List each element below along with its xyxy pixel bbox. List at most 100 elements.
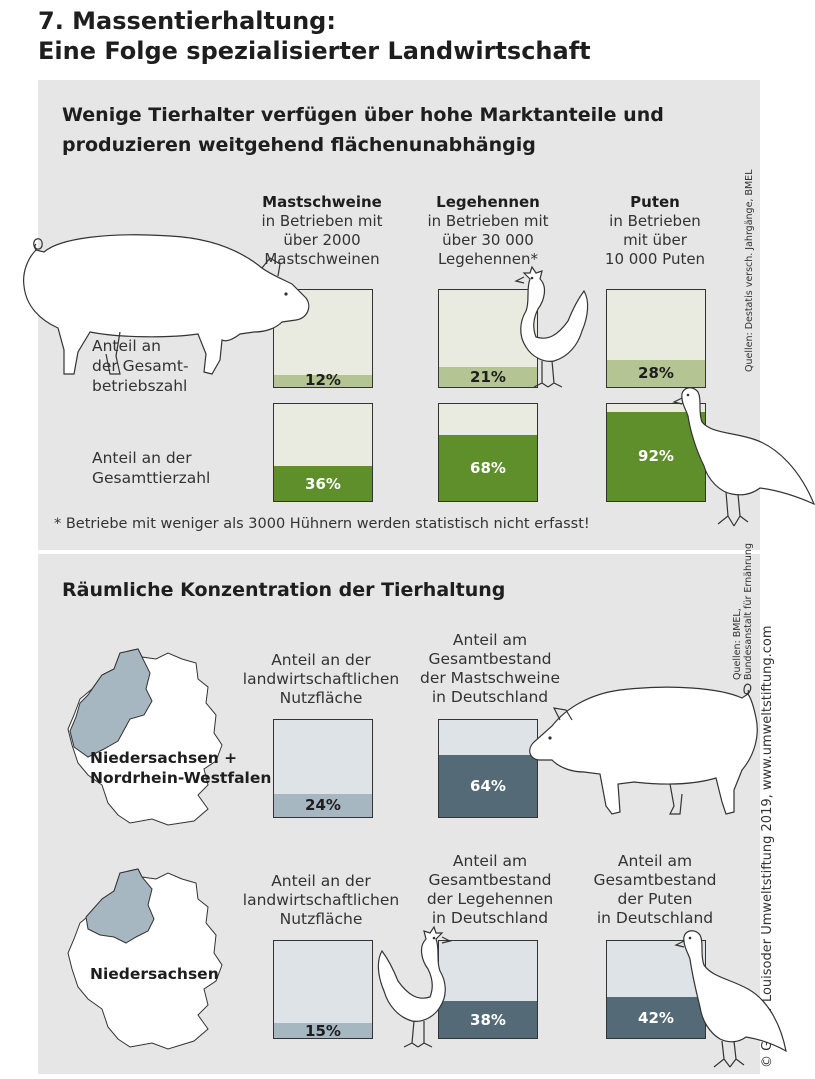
market-share-heading-line2: produzieren weitgehend flächenunabhängig xyxy=(62,134,536,156)
bar-label-legehennen-tiere: 68% xyxy=(470,459,506,478)
column-desc-line: in Betrieben mit xyxy=(261,212,383,230)
bar-fill-nutzflaeche-ni-nrw xyxy=(274,793,372,817)
regional-heading: Räumliche Konzentration der Tierhaltung xyxy=(62,579,506,601)
bar-box-nutzflaeche-ni-nrw: 24% xyxy=(273,719,373,818)
bar-fill-mastschweine-betriebe xyxy=(274,375,372,387)
bar-label-mastschweine-ni-nrw: 64% xyxy=(470,776,506,795)
header-line: in Deutschland xyxy=(596,909,714,927)
source-line: Quellen: BMEL, xyxy=(732,608,743,680)
header-line: Anteil an der xyxy=(271,872,371,890)
bar-fill-legehennen-betriebe xyxy=(439,366,537,387)
column-desc-line: in Betrieben xyxy=(609,212,701,230)
row-label-line: Anteil an xyxy=(92,337,161,355)
column-header-mastschweine: Mastschweine in Betrieben mit über 2000 … xyxy=(248,193,396,269)
header-line: Anteil am xyxy=(452,852,528,870)
header-line: Nutzfläche xyxy=(279,689,363,707)
header-line: Anteil am xyxy=(617,852,693,870)
bar-box-legehennen-betriebe: 21% xyxy=(438,289,538,388)
bar-box-legehennen-tiere: 68% xyxy=(438,403,538,502)
column-desc-line: über 2000 xyxy=(283,231,361,249)
row-label-betriebszahl: Anteil an der Gesamt- betriebszahl xyxy=(92,336,189,396)
header-line: landwirtschaftlichen xyxy=(242,891,400,909)
header-line: Anteil am xyxy=(452,631,528,649)
header-line: Nutzfläche xyxy=(279,910,363,928)
hen-illustration-top xyxy=(514,265,589,388)
header-line: der Legehennen xyxy=(426,890,554,908)
column-desc-line: Legehennen* xyxy=(437,250,539,268)
bar-fill-mastschweine-tiere xyxy=(274,466,372,501)
source-line: Bundesanstalt für Ernährung xyxy=(743,543,754,680)
bar-label-nutzflaeche-ni-nrw: 24% xyxy=(305,796,341,815)
bar-label-mastschweine-betriebe: 12% xyxy=(305,371,341,388)
bar-box-mastschweine-tiere: 36% xyxy=(273,403,373,502)
source-note-bottom: Quellen: BMEL, Bundesanstalt für Ernähru… xyxy=(732,543,754,680)
bar-fill-legehennen-tiere xyxy=(439,435,537,501)
column-title-mastschweine: Mastschweine xyxy=(262,193,382,211)
column-desc-line: in Betrieben mit xyxy=(427,212,549,230)
bar-fill-nutzflaeche-ni xyxy=(274,1023,372,1038)
hen-illustration-bottom xyxy=(377,925,452,1048)
header-line: Anteil an der xyxy=(271,651,371,669)
header-line: in Deutschland xyxy=(431,688,549,706)
row-label-line: Gesamttierzahl xyxy=(92,469,211,487)
bar-fill-mastschweine-ni-nrw xyxy=(439,754,537,817)
bar-label-legehennen-ni: 38% xyxy=(470,1010,506,1029)
column-title-legehennen: Legehennen xyxy=(436,193,540,211)
row-label-line: betriebszahl xyxy=(92,377,188,395)
header-line: der Puten xyxy=(617,890,693,908)
source-note-top: Quellen: Destatis versch. Jahrgänge, BME… xyxy=(744,169,755,372)
bar-box-legehennen-ni: 38% xyxy=(438,940,538,1039)
header-nutzflaeche-1: Anteil an der landwirtschaftlichen Nutzf… xyxy=(236,651,406,708)
turkey-illustration-top xyxy=(672,387,815,527)
bar-box-puten-tiere: 92% xyxy=(606,403,706,502)
row-label-line: Anteil an der xyxy=(92,449,192,467)
bar-label-legehennen-betriebe: 21% xyxy=(470,367,506,386)
header-legehennen-bestand: Anteil am Gesamtbestand der Legehennen i… xyxy=(410,852,570,928)
bar-fill-puten-tiere xyxy=(607,411,705,501)
bar-label-mastschweine-tiere: 36% xyxy=(305,474,341,493)
header-line: Gesamtbestand xyxy=(428,650,552,668)
map-label-ni: Niedersachsen xyxy=(90,965,219,983)
page-title-line1: 7. Massentierhaltung: xyxy=(38,7,336,35)
bar-fill-legehennen-ni xyxy=(439,1001,537,1038)
bar-fill-puten-ni xyxy=(607,997,705,1038)
bar-label-nutzflaeche-ni: 15% xyxy=(305,1022,341,1039)
page-title-line2: Eine Folge spezialisierter Landwirtschaf… xyxy=(38,37,591,65)
turkey-illustration-bottom xyxy=(674,930,787,1068)
header-line: der Mastschweine xyxy=(420,669,560,687)
map-label-ni-nrw: Niedersachsen + Nordrhein-Westfalen xyxy=(90,748,271,788)
bar-label-puten-ni: 42% xyxy=(638,1008,674,1027)
footnote: * Betriebe mit weniger als 3000 Hühnern … xyxy=(54,516,590,532)
header-line: landwirtschaftlichen xyxy=(242,670,400,688)
bar-box-nutzflaeche-ni: 15% xyxy=(273,940,373,1039)
germany-map-nrw-ni xyxy=(67,648,223,826)
header-puten-bestand: Anteil am Gesamtbestand der Puten in Deu… xyxy=(580,852,730,928)
map-label-line: Niedersachsen + xyxy=(90,749,238,767)
bar-label-puten-tiere: 92% xyxy=(638,447,674,466)
header-nutzflaeche-2: Anteil an der landwirtschaftlichen Nutzf… xyxy=(236,872,406,929)
header-line: Gesamtbestand xyxy=(428,871,552,889)
header-line: in Deutschland xyxy=(431,909,549,927)
bar-fill-puten-betriebe xyxy=(607,359,705,387)
market-share-heading-line1: Wenige Tierhalter verfügen über hohe Mar… xyxy=(62,104,664,126)
page-title: 7. Massentierhaltung: Eine Folge spezial… xyxy=(38,6,591,66)
map-label-line: Nordrhein-Westfalen xyxy=(90,769,272,787)
germany-map-ni xyxy=(67,868,223,1050)
column-desc-line: 10 000 Puten xyxy=(604,250,706,268)
column-header-puten: Puten in Betrieben mit über 10 000 Puten xyxy=(590,193,720,269)
bar-label-puten-betriebe: 28% xyxy=(638,364,674,383)
market-share-heading: Wenige Tierhalter verfügen über hohe Mar… xyxy=(62,100,664,160)
pig-illustration-bottom xyxy=(529,683,758,815)
header-mastschweine-bestand: Anteil am Gesamtbestand der Mastschweine… xyxy=(410,631,570,707)
column-desc-line: über 30 000 xyxy=(442,231,534,249)
pig-illustration-top xyxy=(23,234,310,375)
bar-box-mastschweine-ni-nrw: 64% xyxy=(438,719,538,818)
row-label-line: der Gesamt- xyxy=(92,357,189,375)
header-line: Gesamtbestand xyxy=(593,871,717,889)
column-desc-line: mit über xyxy=(623,231,687,249)
column-title-puten: Puten xyxy=(630,193,680,211)
column-desc-line: Mastschweinen xyxy=(264,250,380,268)
column-header-legehennen: Legehennen in Betrieben mit über 30 000 … xyxy=(413,193,563,269)
row-label-tierzahl: Anteil an der Gesamttierzahl xyxy=(92,448,210,488)
bar-box-puten-betriebe: 28% xyxy=(606,289,706,388)
